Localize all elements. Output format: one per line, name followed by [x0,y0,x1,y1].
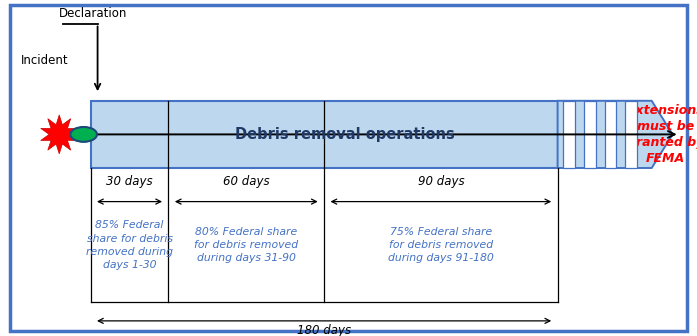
Text: Debris removal operations: Debris removal operations [235,127,455,142]
Polygon shape [558,101,673,168]
Text: Incident: Incident [21,54,68,67]
FancyBboxPatch shape [10,5,687,331]
FancyBboxPatch shape [91,101,558,168]
Text: 180 days: 180 days [297,324,351,336]
Text: 80% Federal share
for debris removed
during days 31-90: 80% Federal share for debris removed dur… [194,227,298,263]
Bar [625,101,637,168]
Text: 85% Federal
share for debris
removed during
days 1-30: 85% Federal share for debris removed dur… [86,220,173,270]
Text: 30 days: 30 days [106,175,153,188]
Text: Declaration: Declaration [59,7,128,20]
Bar [605,101,616,168]
Bar [584,101,595,168]
Text: Extensions
must be
granted by
FEMA: Extensions must be granted by FEMA [627,104,697,165]
Bar [563,101,575,168]
Polygon shape [40,115,78,154]
Text: 60 days: 60 days [223,175,270,188]
Ellipse shape [70,127,97,142]
Text: 75% Federal share
for debris removed
during days 91-180: 75% Federal share for debris removed dur… [388,227,493,263]
Text: 90 days: 90 days [418,175,464,188]
